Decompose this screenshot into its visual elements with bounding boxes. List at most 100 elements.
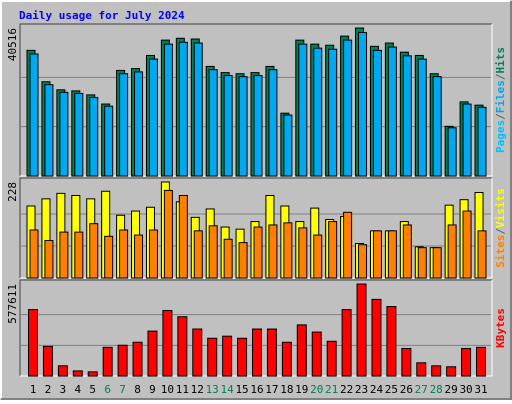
bar — [102, 346, 113, 377]
bar — [462, 210, 472, 279]
x-tick-label: 5 — [89, 383, 96, 396]
bar — [283, 222, 293, 279]
bar — [223, 75, 233, 177]
bar — [119, 229, 129, 279]
bar — [117, 344, 128, 377]
bar — [57, 365, 68, 377]
bar — [104, 105, 114, 177]
bar — [252, 328, 262, 377]
x-tick-label: 15 — [235, 383, 248, 396]
bar — [28, 309, 38, 377]
x-tick-label: 18 — [280, 383, 293, 396]
bar — [341, 309, 352, 377]
bar — [387, 46, 397, 177]
bar — [417, 58, 427, 177]
x-tick-label: 19 — [295, 383, 308, 396]
bar — [416, 362, 427, 377]
bar — [298, 227, 308, 279]
plot-frame-dark — [19, 177, 492, 278]
legend-entry: Sites — [494, 235, 507, 268]
bar — [268, 224, 278, 279]
x-tick-label: 16 — [250, 383, 263, 396]
bar — [432, 76, 442, 177]
bar — [134, 71, 144, 177]
y-tick-label: 40516 — [6, 28, 19, 61]
bar — [372, 230, 382, 279]
bar — [148, 58, 158, 177]
x-tick-label: 13 — [206, 383, 219, 396]
bar — [238, 76, 248, 177]
y-tick-label: 577611 — [6, 284, 19, 324]
bar — [343, 211, 353, 279]
plot-frame-dark — [19, 279, 492, 376]
bar — [477, 106, 487, 177]
bar — [72, 370, 83, 377]
x-tick-label: 26 — [400, 383, 413, 396]
bar — [87, 371, 98, 377]
bar — [148, 229, 158, 279]
x-tick-label: 27 — [415, 383, 428, 396]
x-tick-label: 8 — [134, 383, 141, 396]
plot-frame-dark — [19, 23, 492, 176]
bar — [386, 306, 397, 377]
legend: KBytes — [494, 308, 507, 348]
bar — [162, 310, 173, 377]
bar — [447, 224, 457, 279]
bar — [59, 231, 69, 279]
bar — [447, 127, 457, 177]
bar — [132, 341, 143, 377]
bar — [74, 231, 84, 279]
bar — [402, 224, 412, 279]
bar — [223, 238, 233, 279]
bar — [313, 47, 323, 177]
legend-separator: / — [494, 73, 507, 80]
x-tick-label: 1 — [30, 383, 37, 396]
bar — [462, 103, 472, 177]
bar — [193, 230, 203, 279]
x-tick-label: 14 — [221, 383, 235, 396]
x-tick-label: 21 — [325, 383, 338, 396]
legend: Sites/Visits — [494, 188, 507, 268]
bar — [29, 229, 39, 279]
bar — [402, 55, 412, 177]
bar — [461, 347, 472, 377]
x-tick-label: 24 — [370, 383, 384, 396]
bar — [178, 194, 188, 279]
x-tick-label: 22 — [340, 383, 353, 396]
x-tick-label: 10 — [161, 383, 174, 396]
x-tick-label: 3 — [60, 383, 67, 396]
bar — [44, 240, 54, 279]
x-tick-label: 9 — [149, 383, 156, 396]
bar — [311, 331, 322, 377]
bar — [296, 324, 307, 377]
bar — [328, 221, 338, 279]
bar — [298, 43, 308, 177]
bar — [343, 39, 353, 177]
bar — [237, 337, 248, 377]
bar — [476, 346, 486, 377]
x-tick-label: 6 — [104, 383, 111, 396]
bar — [163, 43, 173, 177]
bar — [266, 328, 277, 377]
bar — [44, 84, 54, 177]
x-tick-label: 28 — [430, 383, 443, 396]
bar — [387, 230, 397, 279]
x-tick-label: 20 — [310, 383, 323, 396]
bar — [208, 225, 218, 279]
bar — [178, 41, 188, 177]
bar — [356, 283, 367, 377]
x-tick-label: 23 — [355, 383, 368, 396]
x-tick-label: 25 — [385, 383, 398, 396]
bar — [192, 328, 203, 377]
bar — [193, 42, 203, 177]
legend-entry: Hits — [494, 47, 507, 74]
bar — [313, 234, 323, 279]
x-tick-label: 30 — [459, 383, 472, 396]
bar — [253, 226, 263, 279]
x-tick-label: 31 — [474, 383, 487, 396]
legend-separator: / — [494, 113, 507, 120]
bar — [401, 347, 412, 377]
